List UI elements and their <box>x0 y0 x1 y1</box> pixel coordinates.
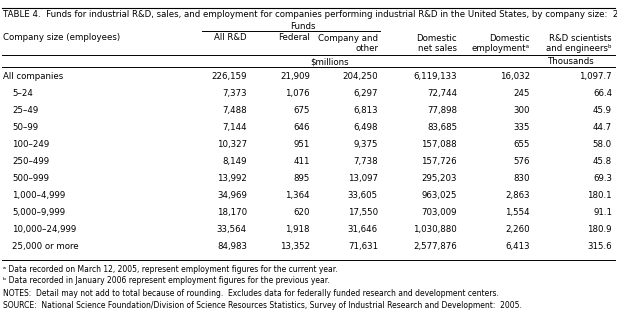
Text: 7,373: 7,373 <box>222 89 247 98</box>
Text: Company size (employees): Company size (employees) <box>3 33 120 42</box>
Text: 703,009: 703,009 <box>421 208 457 217</box>
Text: ᵃ Data recorded on March 12, 2005, represent employment figures for the current : ᵃ Data recorded on March 12, 2005, repre… <box>3 265 337 274</box>
Text: 6,297: 6,297 <box>354 89 378 98</box>
Text: 33,564: 33,564 <box>217 225 247 234</box>
Text: 91.1: 91.1 <box>593 208 612 217</box>
Text: 7,488: 7,488 <box>222 106 247 115</box>
Text: 180.9: 180.9 <box>587 225 612 234</box>
Text: 50–99: 50–99 <box>12 123 38 132</box>
Text: 204,250: 204,250 <box>342 72 378 81</box>
Text: 10,000–24,999: 10,000–24,999 <box>12 225 77 234</box>
Text: 1,554: 1,554 <box>505 208 530 217</box>
Text: 13,097: 13,097 <box>348 174 378 183</box>
Text: 1,000–4,999: 1,000–4,999 <box>12 191 65 200</box>
Text: $millions: $millions <box>311 57 349 66</box>
Text: 18,170: 18,170 <box>217 208 247 217</box>
Text: 411: 411 <box>294 157 310 166</box>
Text: 13,992: 13,992 <box>217 174 247 183</box>
Text: 58.0: 58.0 <box>593 140 612 149</box>
Text: All R&D: All R&D <box>214 33 247 42</box>
Text: 71,631: 71,631 <box>348 242 378 251</box>
Text: 31,646: 31,646 <box>348 225 378 234</box>
Text: 7,738: 7,738 <box>354 157 378 166</box>
Text: 9,375: 9,375 <box>354 140 378 149</box>
Text: 6,813: 6,813 <box>354 106 378 115</box>
Text: 5–24: 5–24 <box>12 89 33 98</box>
Text: 16,032: 16,032 <box>500 72 530 81</box>
Text: 300: 300 <box>513 106 530 115</box>
Text: TABLE 4.  Funds for industrial R&D, sales, and employment for companies performi: TABLE 4. Funds for industrial R&D, sales… <box>3 10 617 19</box>
Text: 72,744: 72,744 <box>427 89 457 98</box>
Text: 245: 245 <box>513 89 530 98</box>
Text: 33,605: 33,605 <box>348 191 378 200</box>
Text: 69.3: 69.3 <box>593 174 612 183</box>
Text: Domestic
employmentᵃ: Domestic employmentᵃ <box>472 34 530 53</box>
Text: 646: 646 <box>294 123 310 132</box>
Text: 2,260: 2,260 <box>505 225 530 234</box>
Text: 180.1: 180.1 <box>587 191 612 200</box>
Text: 17,550: 17,550 <box>348 208 378 217</box>
Text: 1,097.7: 1,097.7 <box>579 72 612 81</box>
Text: SOURCE:  National Science Foundation/Division of Science Resources Statistics, S: SOURCE: National Science Foundation/Divi… <box>3 301 522 310</box>
Text: 157,088: 157,088 <box>421 140 457 149</box>
Text: 66.4: 66.4 <box>593 89 612 98</box>
Text: 2,577,876: 2,577,876 <box>413 242 457 251</box>
Text: Federal: Federal <box>278 33 310 42</box>
Text: 963,025: 963,025 <box>421 191 457 200</box>
Text: 315.6: 315.6 <box>587 242 612 251</box>
Text: 1,364: 1,364 <box>286 191 310 200</box>
Text: Domestic
net sales: Domestic net sales <box>416 34 457 53</box>
Text: 335: 335 <box>513 123 530 132</box>
Text: 84,983: 84,983 <box>217 242 247 251</box>
Text: 655: 655 <box>513 140 530 149</box>
Text: 2,863: 2,863 <box>505 191 530 200</box>
Text: ᵇ Data recorded in January 2006 represent employment figures for the previous ye: ᵇ Data recorded in January 2006 represen… <box>3 276 329 285</box>
Text: 6,413: 6,413 <box>505 242 530 251</box>
Text: NOTES:  Detail may not add to total because of rounding.  Excludes data for fede: NOTES: Detail may not add to total becau… <box>3 289 499 298</box>
Text: 25–49: 25–49 <box>12 106 38 115</box>
Text: 13,352: 13,352 <box>280 242 310 251</box>
Text: All companies: All companies <box>3 72 64 81</box>
Text: 295,203: 295,203 <box>421 174 457 183</box>
Text: 83,685: 83,685 <box>427 123 457 132</box>
Text: 77,898: 77,898 <box>427 106 457 115</box>
Text: 675: 675 <box>294 106 310 115</box>
Text: 6,119,133: 6,119,133 <box>413 72 457 81</box>
Text: 576: 576 <box>513 157 530 166</box>
Text: 157,726: 157,726 <box>421 157 457 166</box>
Text: 10,327: 10,327 <box>217 140 247 149</box>
Text: Funds: Funds <box>290 22 315 31</box>
Text: 8,149: 8,149 <box>223 157 247 166</box>
Text: 1,030,880: 1,030,880 <box>413 225 457 234</box>
Text: 250–499: 250–499 <box>12 157 49 166</box>
Text: 7,144: 7,144 <box>222 123 247 132</box>
Text: R&D scientists
and engineersᵇ: R&D scientists and engineersᵇ <box>547 34 612 53</box>
Text: 830: 830 <box>513 174 530 183</box>
Text: 620: 620 <box>294 208 310 217</box>
Text: Thousands: Thousands <box>548 57 594 66</box>
Text: 21,909: 21,909 <box>280 72 310 81</box>
Text: 5,000–9,999: 5,000–9,999 <box>12 208 65 217</box>
Text: 1,918: 1,918 <box>286 225 310 234</box>
Text: 25,000 or more: 25,000 or more <box>12 242 78 251</box>
Text: 1,076: 1,076 <box>286 89 310 98</box>
Text: 6,498: 6,498 <box>354 123 378 132</box>
Text: 226,159: 226,159 <box>212 72 247 81</box>
Text: 45.9: 45.9 <box>593 106 612 115</box>
Text: 951: 951 <box>294 140 310 149</box>
Text: 500–999: 500–999 <box>12 174 49 183</box>
Text: Company and
other: Company and other <box>318 34 378 53</box>
Text: 45.8: 45.8 <box>593 157 612 166</box>
Text: 44.7: 44.7 <box>593 123 612 132</box>
Text: 895: 895 <box>294 174 310 183</box>
Text: 100–249: 100–249 <box>12 140 49 149</box>
Text: 34,969: 34,969 <box>217 191 247 200</box>
